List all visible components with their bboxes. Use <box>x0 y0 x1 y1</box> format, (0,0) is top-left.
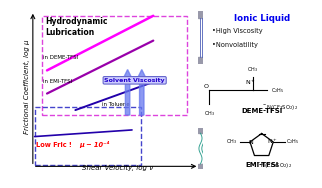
FancyArrow shape <box>137 70 147 115</box>
Bar <box>35 107 141 165</box>
Text: Hydrodynamic
Lubrication: Hydrodynamic Lubrication <box>45 17 108 37</box>
FancyArrow shape <box>123 70 132 115</box>
Bar <box>198 11 229 18</box>
Text: C$_2$H$_5$: C$_2$H$_5$ <box>270 86 284 95</box>
Bar <box>198 128 229 133</box>
Text: O: O <box>204 84 209 89</box>
Text: CH$_3$: CH$_3$ <box>247 65 258 74</box>
Text: N$^+$: N$^+$ <box>245 78 256 87</box>
Text: in DEME-TFSI: in DEME-TFSI <box>43 55 79 61</box>
Bar <box>42 16 187 115</box>
Text: μ ~ 10⁻⁴: μ ~ 10⁻⁴ <box>79 141 109 148</box>
Text: $^-$N(CF$_3$SO$_2$)$_2$: $^-$N(CF$_3$SO$_2$)$_2$ <box>261 103 298 112</box>
Text: C$_2$H$_5$: C$_2$H$_5$ <box>286 138 299 146</box>
Text: N: N <box>249 139 254 145</box>
Text: •High Viscosity: •High Viscosity <box>212 28 263 34</box>
Text: EMI-TFSI: EMI-TFSI <box>245 162 278 168</box>
Text: •Nonvolatility: •Nonvolatility <box>212 42 258 48</box>
FancyBboxPatch shape <box>201 0 322 188</box>
Text: Frictional Coefficient, log μ: Frictional Coefficient, log μ <box>24 40 30 134</box>
Text: N$^+$: N$^+$ <box>267 138 278 146</box>
Text: CH$_3$: CH$_3$ <box>204 109 215 118</box>
Text: DEME-TFSI: DEME-TFSI <box>241 108 282 114</box>
Bar <box>198 57 229 64</box>
Text: $^-$N(CF$_3$SO$_2$)$_2$: $^-$N(CF$_3$SO$_2$)$_2$ <box>256 161 292 170</box>
Text: Ionic Liquid: Ionic Liquid <box>233 14 290 23</box>
Text: Low Fric !: Low Fric ! <box>36 142 77 148</box>
Text: Shear Velocity, log ν: Shear Velocity, log ν <box>82 165 153 171</box>
Text: CH$_3$: CH$_3$ <box>226 138 237 146</box>
Text: in Toluene: in Toluene <box>102 102 130 107</box>
Text: Solvent Viscosity: Solvent Viscosity <box>104 78 165 83</box>
Bar <box>198 164 229 169</box>
Text: in EMI-TFSI: in EMI-TFSI <box>43 79 73 84</box>
